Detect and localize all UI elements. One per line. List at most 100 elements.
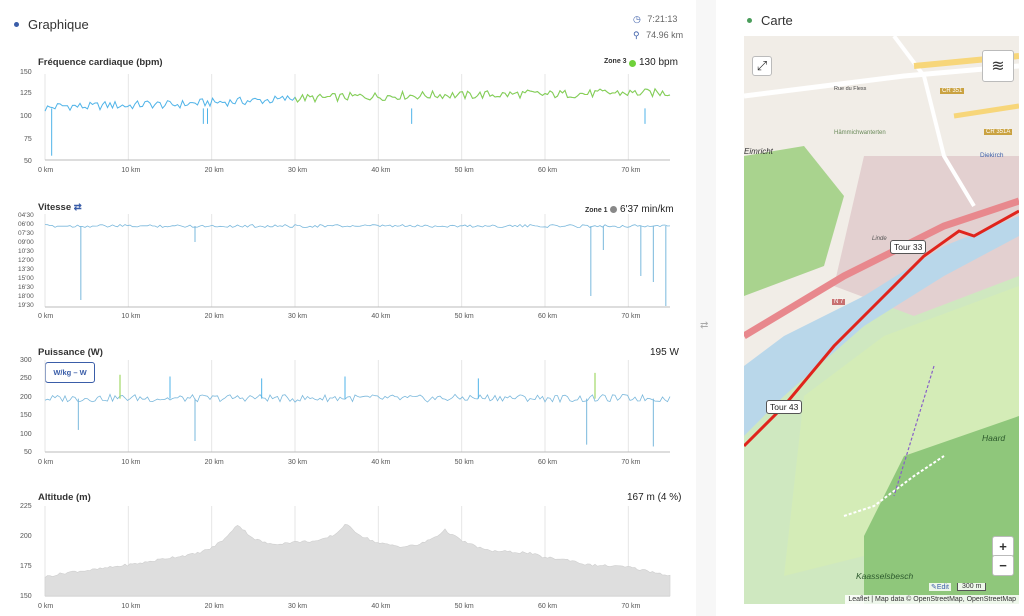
hr-ytick: 75	[24, 136, 32, 143]
graphique-title: Graphique	[28, 17, 89, 32]
speed-series-line	[44, 223, 671, 228]
speed-y-axis: 04'30 06'00 07'30 09'00 10'30 12'00 13'3…	[18, 212, 34, 309]
edit-link[interactable]: ✎Edit	[929, 583, 951, 591]
power-ytick: 150	[20, 412, 32, 419]
carte-bullet	[747, 18, 752, 23]
x-tick-label: 40 km	[371, 313, 390, 320]
hr-chart-title: Fréquence cardiaque (bpm)	[38, 57, 163, 68]
x-tick-label: 60 km	[538, 459, 557, 466]
map-forest	[864, 416, 1019, 604]
swap-units-icon[interactable]: ⇄	[73, 202, 82, 213]
x-tick-label: 10 km	[121, 603, 140, 610]
power-ytick: 100	[20, 431, 32, 438]
speed-ytick: 10'30	[18, 248, 34, 255]
map-forest-west	[744, 146, 844, 296]
power-chart[interactable]: 300 250 200 150 100 50 0 km 10 km 20 km 30 …	[0, 352, 690, 468]
altitude-chart-title: Altitude (m)	[38, 492, 91, 503]
x-tick-label: 50 km	[455, 459, 474, 466]
speed-chart[interactable]: 04'30 06'00 07'30 09'00 10'30 12'00 13'3…	[0, 210, 690, 322]
map-place-label: Linde	[872, 236, 887, 242]
power-spikes	[77, 372, 654, 447]
route-line	[744, 209, 1019, 448]
speed-ytick: 16'30	[18, 284, 34, 291]
altitude-current-value: 167 m (4 %)	[627, 492, 682, 503]
x-tick-label: 50 km	[455, 603, 474, 610]
speed-spikes	[80, 226, 667, 306]
speed-gridlines	[44, 214, 670, 308]
power-ytick: 250	[20, 375, 32, 382]
altitude-y-axis: 225 200 175 150	[20, 503, 32, 600]
altitude-ytick: 150	[20, 593, 32, 600]
x-tick-label: 30 km	[288, 603, 307, 610]
hr-gridlines	[44, 74, 670, 161]
hr-ytick: 50	[24, 158, 32, 165]
power-y-axis: 300 250 200 150 100 50	[20, 357, 32, 456]
tour-43-marker[interactable]: Tour 43	[766, 400, 803, 414]
x-tick-label: 20 km	[205, 603, 224, 610]
x-tick-label: 60 km	[538, 603, 557, 610]
map-road-label: Rue du Fless	[834, 86, 867, 92]
x-tick-label: 20 km	[205, 459, 224, 466]
x-tick-label: 0 km	[38, 459, 53, 466]
altitude-ytick: 200	[20, 533, 32, 540]
x-tick-label: 40 km	[371, 603, 390, 610]
x-tick-label: 10 km	[121, 313, 140, 320]
map-river	[744, 216, 1019, 436]
map-place-label: Haard	[982, 433, 1006, 443]
zoom-out-button[interactable]: −	[992, 555, 1014, 576]
hr-series-line	[44, 87, 671, 112]
map-attribution[interactable]: Leaflet | Map data © OpenStreetMap, Open…	[845, 595, 1019, 604]
hr-chart[interactable]: 150 125 100 75 50 0 km 10 km 20 km 30 km 40 …	[0, 62, 690, 182]
layers-icon[interactable]: ≋	[982, 50, 1014, 82]
tour-33-marker[interactable]: Tour 33	[890, 240, 927, 254]
x-tick-label: 0 km	[38, 167, 53, 174]
map-place-label: Eimricht	[744, 147, 773, 156]
x-tick-label: 70 km	[621, 167, 640, 174]
map-tiles[interactable]	[744, 36, 1019, 604]
carte-title: Carte	[761, 13, 793, 28]
x-tick-label: 10 km	[121, 167, 140, 174]
speed-ytick: 04'30	[18, 212, 34, 219]
x-tick-label: 10 km	[121, 459, 140, 466]
map-scale: 300 m	[957, 583, 987, 591]
map-place-label: Hämmichwanterten	[834, 130, 886, 136]
x-tick-label: 50 km	[455, 313, 474, 320]
altitude-chart[interactable]: 225 200 175 150 0 km 10 km 20 km 30 km 40 km…	[0, 500, 690, 616]
power-series-line	[44, 393, 671, 404]
speed-zone-dot	[610, 206, 617, 213]
altitude-area	[44, 523, 671, 597]
hr-zone3-segment	[294, 87, 671, 104]
power-chart-title: Puissance (W)	[38, 347, 103, 358]
power-current-value: 195 W	[650, 347, 679, 358]
hr-ytick: 100	[20, 113, 32, 120]
x-tick-label: 60 km	[538, 167, 557, 174]
power-gridlines	[44, 360, 670, 453]
distance-readout: ⚲ 74.96 km	[633, 30, 684, 40]
x-tick-label: 20 km	[205, 167, 224, 174]
swap-arrows-icon[interactable]: ⇄	[700, 320, 709, 331]
hr-ytick: 150	[20, 69, 32, 76]
pencil-icon: ✎	[931, 584, 937, 591]
x-tick-label: 0 km	[38, 313, 53, 320]
map-road-label: N 7	[832, 299, 846, 305]
fullscreen-icon[interactable]: ⤢	[752, 56, 772, 76]
map-road-label: CR 351A	[984, 129, 1013, 135]
panel-divider[interactable]: ⇄	[696, 0, 716, 616]
power-ytick: 300	[20, 357, 32, 364]
zoom-in-button[interactable]: +	[992, 536, 1014, 557]
x-tick-label: 40 km	[371, 167, 390, 174]
speed-chart-title: Vitesse ⇄	[38, 202, 82, 213]
x-tick-label: 60 km	[538, 313, 557, 320]
hr-zone-dot	[629, 60, 636, 67]
x-tick-label: 40 km	[371, 459, 390, 466]
power-ytick: 50	[24, 449, 32, 456]
speed-zone-label: Zone 1	[585, 207, 608, 214]
power-ytick: 200	[20, 394, 32, 401]
power-x-axis: 0 km 10 km 20 km 30 km 40 km 50 km 60 km 70 km	[38, 459, 641, 466]
speed-ytick: 18'00	[18, 293, 34, 300]
x-tick-label: 30 km	[288, 167, 307, 174]
route-map[interactable]: Eimricht Hämmichwanterten Rue du Fless C…	[744, 36, 1019, 604]
speed-ytick: 07'30	[18, 230, 34, 237]
clock-icon: ◷	[633, 14, 641, 24]
map-town-label: Diekirch	[980, 152, 1004, 159]
